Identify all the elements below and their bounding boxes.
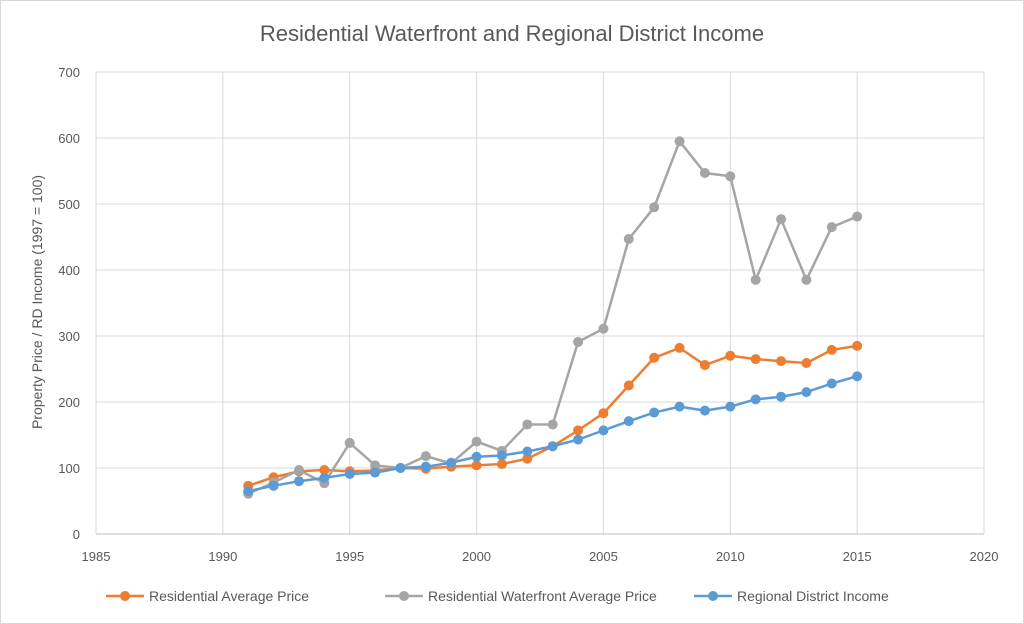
data-point [420,461,431,472]
data-point [573,336,584,347]
data-point [293,464,304,475]
data-point [674,342,685,353]
legend: Residential Average Price Residential Wat… [106,588,889,604]
y-tick-label: 300 [58,329,80,344]
data-point [801,274,812,285]
data-point [623,233,634,244]
data-point [370,460,381,471]
data-point [573,425,584,436]
data-point [852,340,863,351]
data-point [319,472,330,483]
y-tick-label: 600 [58,131,80,146]
data-point [446,457,457,468]
x-tick-label: 1985 [82,549,111,564]
data-point [522,453,533,464]
data-point [776,214,787,225]
y-tick-label: 500 [58,197,80,212]
series-line [247,140,858,495]
data-point [699,405,710,416]
data-point [852,371,863,382]
data-point [623,416,634,427]
data-point [293,476,304,487]
x-tick-label: 2005 [589,549,618,564]
legend-label: Residential Waterfront Average Price [428,588,657,604]
axes: 0 100 200 300 400 500 600 700 1985 1990 1995 2000 20… [58,65,998,564]
data-point [243,486,254,497]
x-tick-label: 2000 [462,549,491,564]
data-point [496,450,507,461]
data-point [573,434,584,445]
data-point [522,419,533,430]
data-point [623,380,634,391]
legend-marker [120,591,130,601]
data-point [776,356,787,367]
series-line [247,375,858,493]
y-tick-label: 0 [73,527,80,542]
y-axis-label: Property Price / RD Income (1997 = 100) [29,175,45,429]
legend-entry: Regional District Income [694,588,889,604]
data-point [649,202,660,213]
data-point [268,480,279,491]
x-tick-label: 1990 [208,549,237,564]
y-tick-label: 700 [58,65,80,80]
data-point [852,211,863,222]
series-line [247,344,858,488]
data-point [395,463,406,473]
data-point [750,274,761,285]
legend-marker [708,591,718,601]
data-point [547,441,558,452]
series-2 [243,136,863,499]
data-point [725,171,736,182]
data-point [598,323,609,334]
data-point [801,387,812,398]
data-point [826,378,837,389]
data-point [471,451,482,462]
legend-marker [399,591,409,601]
data-point [725,350,736,361]
legend-entry: Residential Waterfront Average Price [385,588,657,604]
data-point [598,408,609,419]
data-point [674,401,685,412]
data-point [801,358,812,369]
grid-lines [95,71,985,535]
data-point [471,460,482,471]
chart-title: Residential Waterfront and Regional Dist… [260,21,764,46]
data-point [776,391,787,402]
data-point [699,167,710,178]
x-tick-label: 1995 [335,549,364,564]
legend-entry: Residential Average Price [106,588,309,604]
data-point [649,352,660,363]
x-tick-label: 2015 [843,549,872,564]
data-point [319,464,330,475]
y-tick-label: 200 [58,395,80,410]
x-tick-label: 2010 [716,549,745,564]
legend-label: Regional District Income [737,588,889,604]
data-point [420,451,431,462]
data-point [598,425,609,436]
data-point [547,419,558,430]
data-point [344,437,355,448]
data-point [370,467,381,478]
series-layer [243,136,863,499]
data-point [496,459,507,470]
y-tick-label: 100 [58,461,80,476]
data-point [344,468,355,479]
legend-label: Residential Average Price [149,588,309,604]
data-point [699,360,710,371]
data-point [522,446,533,457]
data-point [471,436,482,447]
data-point [750,354,761,365]
data-point [750,394,761,405]
data-point [725,401,736,412]
x-tick-label: 2020 [970,549,999,564]
y-tick-label: 400 [58,263,80,278]
data-point [649,407,660,418]
data-point [826,222,837,233]
data-point [674,136,685,147]
data-point [826,344,837,355]
series-3 [243,371,863,497]
